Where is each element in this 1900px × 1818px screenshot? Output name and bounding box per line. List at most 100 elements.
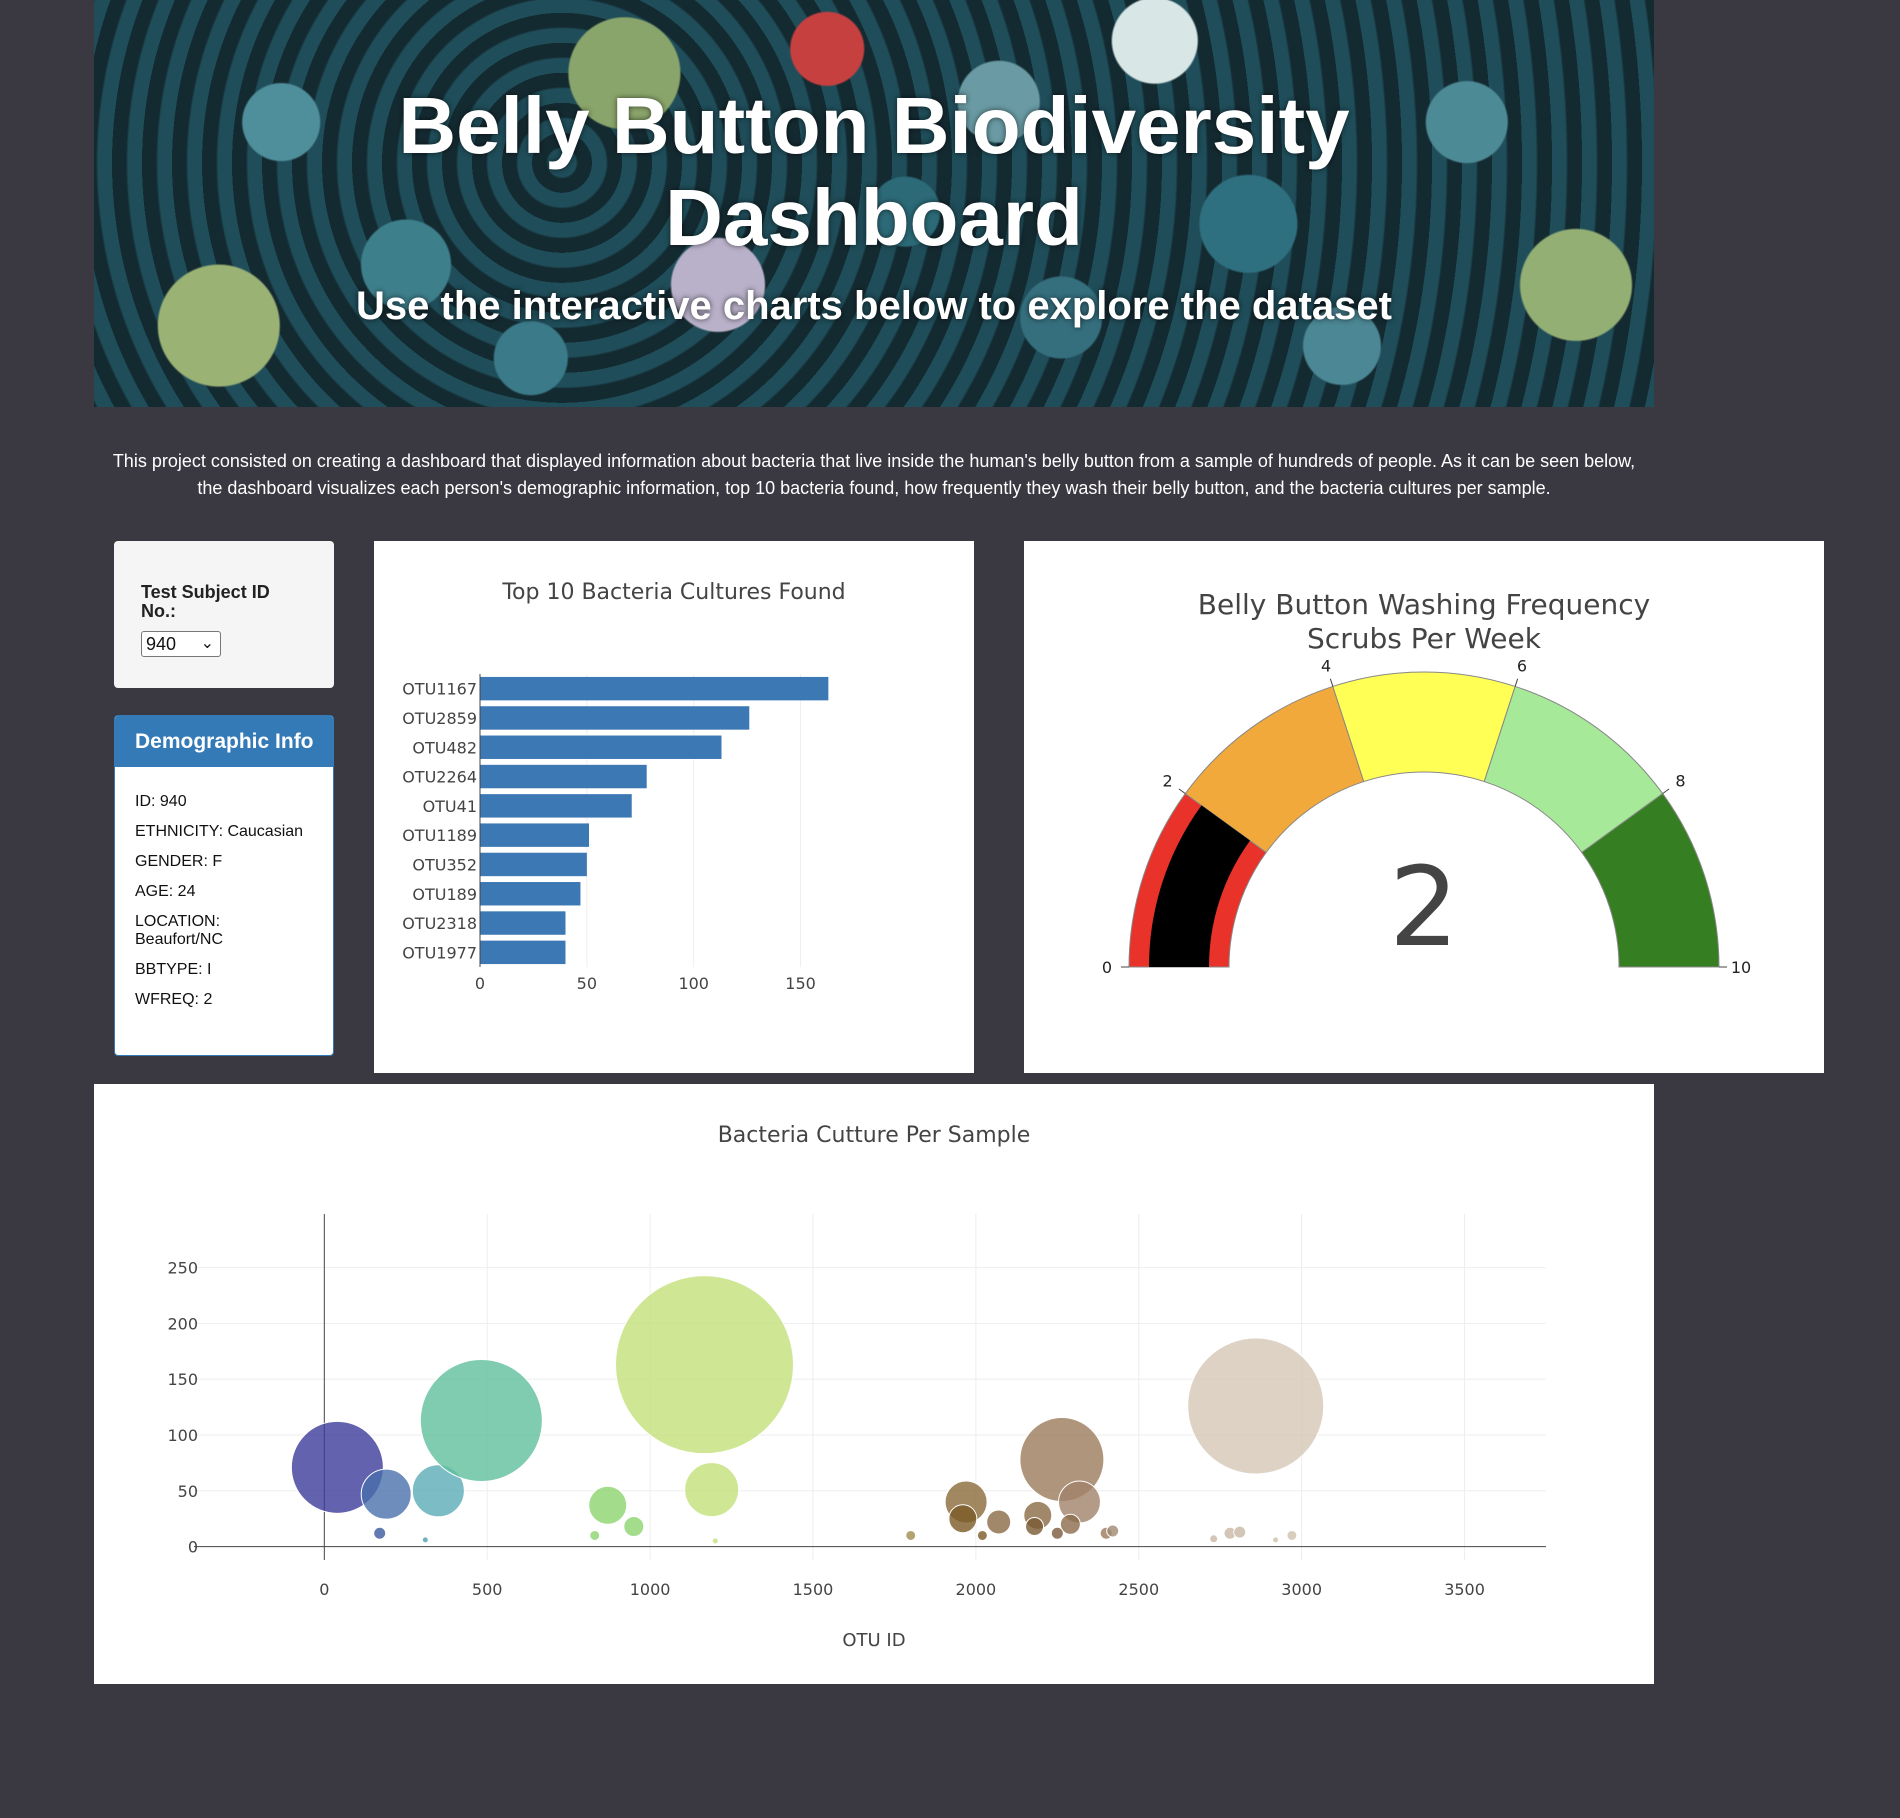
demographic-wfreq: WFREQ: 2 [135, 991, 213, 1008]
bar-y-tick-label: OTU482 [412, 738, 477, 757]
demographic-age: AGE: 24 [135, 883, 196, 900]
bubble-point [711, 1537, 719, 1545]
bubble-x-tick-label: 1500 [793, 1580, 834, 1599]
bubble-point [1286, 1529, 1298, 1541]
bubble-x-tick-label: 3500 [1444, 1580, 1485, 1599]
bubble-point [421, 1536, 429, 1544]
gauge-tick [1662, 788, 1670, 795]
bar [480, 823, 589, 847]
bubble-y-tick-label: 100 [167, 1426, 198, 1445]
bubble-point [290, 1420, 384, 1514]
bubble-chart-title: Bacteria Cutture Per Sample [718, 1123, 1031, 1148]
bar [480, 764, 647, 789]
bar-x-tick-label: 150 [785, 974, 816, 993]
bubble-point [976, 1529, 988, 1541]
bar-chart-title: Top 10 Bacteria Cultures Found [501, 580, 845, 605]
bubble-point [1233, 1525, 1247, 1539]
subject-selector-panel: Test Subject ID No.: 940 ⌄ [114, 541, 334, 688]
gauge-step-arc [1332, 671, 1516, 783]
gauge-tick-label: 4 [1321, 657, 1331, 676]
bar-chart: Top 10 Bacteria Cultures Found 0 50 100 150 O… [402, 580, 845, 993]
bar-chart-card: Top 10 Bacteria Cultures Found 0 50 100 150 O… [374, 541, 974, 1073]
bar-y-tick-label: OTU2318 [402, 914, 477, 933]
subject-id-dropdown[interactable]: 940 ⌄ [141, 631, 221, 657]
bubble-x-tick-label: 1000 [630, 1580, 671, 1599]
bubble-point [1272, 1536, 1280, 1544]
bar [480, 940, 566, 965]
bubble-x-tick-label: 3000 [1281, 1580, 1322, 1599]
intro-paragraph: This project consisted on creating a das… [112, 451, 1636, 498]
hero-banner: Belly Button Biodiversity Dashboard Use … [94, 0, 1654, 407]
bubble-point [623, 1516, 645, 1538]
bubble-point [588, 1485, 628, 1525]
bubble-y-tick-label: 150 [167, 1370, 198, 1389]
bubble-point [684, 1462, 740, 1518]
bubble-point [1209, 1534, 1219, 1544]
bar-y-tick-label: OTU2264 [402, 768, 477, 787]
gauge-tick [1178, 788, 1186, 795]
bar [480, 794, 632, 818]
bubble-x-axis-label: OTU ID [842, 1630, 905, 1651]
bubble-point [373, 1526, 387, 1540]
bubble-point [948, 1504, 978, 1534]
bar-x-tick-label: 100 [678, 974, 709, 993]
bubble-point [419, 1358, 543, 1482]
gauge-tick [1514, 678, 1519, 687]
bubble-chart-card: Bacteria Cutture Per Sample 0 500 1000 1500 2… [94, 1084, 1654, 1684]
bubble-point [1059, 1513, 1081, 1535]
gauge-tick-label: 6 [1517, 657, 1527, 676]
bubble-point [1050, 1526, 1064, 1540]
demographic-ethnicity: ETHNICITY: Caucasian [135, 823, 304, 840]
bubble-y-tick-label: 0 [188, 1538, 198, 1557]
bubble-y-tick-label: 50 [178, 1482, 198, 1501]
gauge-chart-card: Belly Button Washing Frequency Scrubs Per… [1024, 541, 1824, 1073]
gauge-title-line1: Belly Button Washing Frequency [1198, 588, 1650, 621]
demographic-info-title: Demographic Info [115, 716, 333, 767]
demographic-gender: GENDER: F [135, 853, 223, 870]
page-title: Belly Button Biodiversity Dashboard [94, 80, 1654, 264]
bar [480, 676, 829, 701]
gauge-value-label: 2 [1389, 843, 1459, 971]
bar [480, 882, 581, 906]
bubble-x-tick-label: 2500 [1118, 1580, 1159, 1599]
bar-y-tick-label: OTU189 [412, 885, 477, 904]
demographic-id: ID: 940 [135, 793, 187, 810]
bubble-x-tick-label: 500 [472, 1580, 503, 1599]
bar [480, 706, 750, 730]
gauge-value-bar [1149, 805, 1251, 967]
hero-content: Belly Button Biodiversity Dashboard Use … [94, 0, 1654, 407]
gauge-tick-label: 10 [1731, 958, 1751, 977]
bubble-point [1106, 1524, 1120, 1538]
demographic-bbtype: BBTYPE: I [135, 961, 212, 978]
bubble-point [986, 1509, 1012, 1535]
page-title-line2: Dashboard [665, 173, 1083, 262]
gauge-tick-label: 8 [1675, 772, 1685, 791]
bar [480, 911, 566, 935]
bar-y-tick-label: OTU1189 [402, 826, 477, 845]
bubble-x-tick-label: 2000 [956, 1580, 997, 1599]
subject-id-selected: 940 [146, 634, 177, 654]
gauge-tick-label: 0 [1102, 958, 1112, 977]
demographic-location: LOCATION: Beaufort/NC [135, 913, 224, 948]
bubble-x-tick-label: 0 [319, 1580, 329, 1599]
page-title-line1: Belly Button Biodiversity [398, 81, 1350, 170]
bar-x-tick-label: 0 [475, 974, 485, 993]
bubble-point [360, 1468, 412, 1520]
bubble-point [615, 1275, 795, 1455]
demographic-info-body: ID: 940 ETHNICITY: Caucasian GENDER: F A… [115, 767, 333, 1009]
bar-y-tick-label: OTU352 [412, 855, 477, 874]
subject-selector-label: Test Subject ID No.: [141, 582, 270, 621]
chevron-down-icon: ⌄ [200, 635, 214, 652]
page-subtitle: Use the interactive charts below to expl… [356, 284, 1392, 328]
gauge-tick [1329, 678, 1334, 687]
bar-x-tick-label: 50 [577, 974, 597, 993]
bar-y-tick-label: OTU41 [423, 797, 477, 816]
bubble-point [589, 1529, 601, 1541]
bar-y-tick-label: OTU1167 [402, 680, 477, 699]
bubble-point [905, 1529, 917, 1541]
bar [480, 852, 587, 877]
bubble-point [411, 1464, 465, 1518]
bar-y-tick-label: OTU2859 [402, 709, 477, 728]
